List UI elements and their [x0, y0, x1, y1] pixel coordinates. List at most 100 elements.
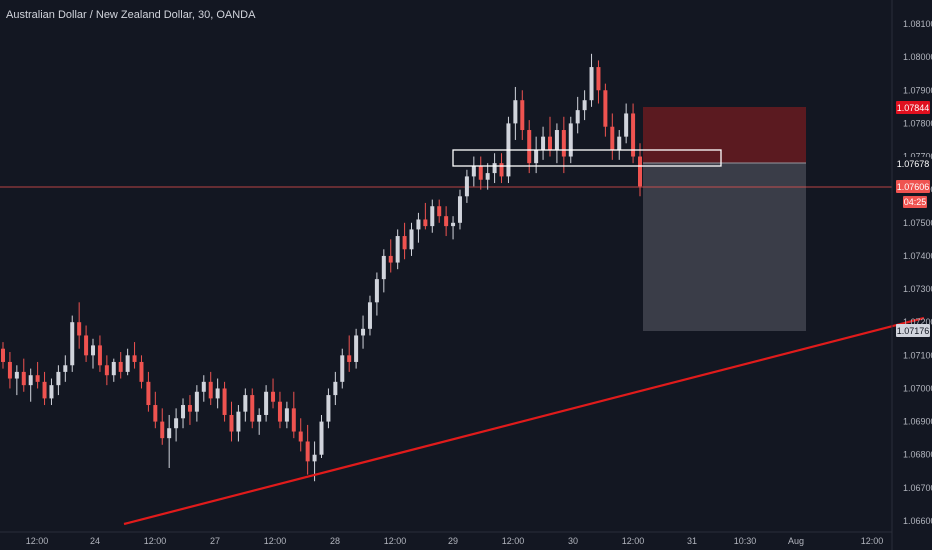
time-tick-label: 31 — [687, 536, 697, 546]
candle — [444, 206, 449, 237]
candle — [582, 90, 587, 121]
candle — [554, 123, 559, 164]
candle — [541, 126, 546, 160]
candle — [181, 398, 186, 429]
candle — [77, 302, 82, 349]
time-tick-label: Aug — [788, 536, 804, 546]
candle — [430, 199, 435, 233]
supply-zone-box[interactable] — [452, 149, 722, 167]
price-tick-label: 1.08000 — [903, 52, 932, 62]
candle — [423, 202, 428, 230]
price-tick-label: 1.06600 — [903, 516, 932, 526]
price-tick-label: 1.07800 — [903, 118, 932, 128]
candle — [340, 348, 345, 389]
time-tick-label: 12:00 — [144, 536, 167, 546]
candle — [354, 328, 359, 369]
candle — [603, 83, 608, 137]
current-price-text: 1.07606 — [897, 182, 930, 192]
price-tick-label: 1.07300 — [903, 284, 932, 294]
candle — [381, 249, 386, 293]
take-profit-zone[interactable] — [643, 163, 806, 331]
candle — [201, 375, 206, 402]
candle — [520, 90, 525, 140]
candle — [534, 136, 539, 174]
candle — [243, 388, 248, 422]
candle — [561, 116, 566, 174]
price-tick-label: 1.07100 — [903, 350, 932, 360]
candle — [236, 405, 241, 442]
stop-loss-zone[interactable] — [643, 107, 806, 163]
price-tick-label: 1.06700 — [903, 483, 932, 493]
candle — [492, 153, 497, 184]
candle — [222, 381, 227, 422]
candle — [250, 388, 255, 429]
candle — [277, 391, 282, 429]
candle — [257, 408, 262, 435]
candle — [125, 348, 130, 376]
candle — [215, 378, 220, 409]
trendline[interactable] — [123, 316, 925, 526]
entry-price-text: 1.07678 — [897, 159, 930, 169]
candle — [56, 365, 61, 396]
chart-title: Australian Dollar / New Zealand Dollar, … — [6, 9, 256, 21]
candle — [388, 239, 393, 273]
candle — [568, 116, 573, 164]
candle — [402, 222, 407, 260]
candle — [527, 120, 532, 174]
candle — [35, 361, 40, 389]
candle — [395, 229, 400, 270]
candle — [194, 385, 199, 422]
candle — [21, 358, 26, 392]
candle — [589, 53, 594, 107]
time-tick-label: 27 — [210, 536, 220, 546]
bar-countdown-text: 04:25 — [904, 197, 927, 207]
candle — [49, 378, 54, 406]
candle — [97, 335, 102, 372]
candle — [631, 103, 636, 164]
price-tick-label: 1.08100 — [903, 19, 932, 29]
candle — [610, 113, 615, 160]
time-tick-label: 12:00 — [264, 536, 287, 546]
candle — [478, 156, 483, 190]
price-tick-label: 1.07900 — [903, 85, 932, 95]
candle — [471, 156, 476, 187]
candle — [160, 408, 165, 445]
time-tick-label: 28 — [330, 536, 340, 546]
candle — [91, 338, 96, 369]
candle — [271, 378, 276, 409]
stop-price-text: 1.07844 — [897, 103, 930, 113]
time-tick-label: 12:00 — [384, 536, 407, 546]
time-axis[interactable]: 12:00 24 12:00 27 12:00 28 12:00 29 12:00 30 12:00… — [0, 531, 892, 546]
candle — [132, 342, 137, 369]
time-tick-label: 12:00 — [622, 536, 645, 546]
candle — [499, 153, 504, 184]
candle — [624, 103, 629, 144]
candle — [416, 212, 421, 243]
candle — [153, 391, 158, 429]
price-tick-label: 1.07400 — [903, 251, 932, 261]
candle — [208, 371, 213, 406]
position-tool[interactable] — [643, 107, 806, 331]
candle — [14, 365, 19, 396]
candle — [451, 216, 456, 240]
time-tick-label: 12:00 — [26, 536, 49, 546]
price-tick-label: 1.06900 — [903, 417, 932, 427]
candle — [326, 388, 331, 429]
candle — [638, 143, 642, 197]
candle — [367, 295, 372, 336]
candles — [1, 53, 642, 482]
candle — [347, 335, 352, 372]
candle — [146, 371, 151, 412]
candle — [596, 60, 601, 104]
candle — [70, 315, 75, 372]
price-axis[interactable]: 1.081001.080001.079001.078001.077001.076… — [891, 0, 932, 550]
candle — [374, 272, 379, 316]
candle — [167, 414, 172, 468]
price-tick-label: 1.07700 — [903, 152, 932, 162]
candle — [111, 358, 116, 382]
candle — [63, 355, 68, 382]
entry-price-tag: 1.07678 — [896, 157, 930, 170]
candle — [485, 163, 490, 190]
candle — [187, 395, 192, 425]
